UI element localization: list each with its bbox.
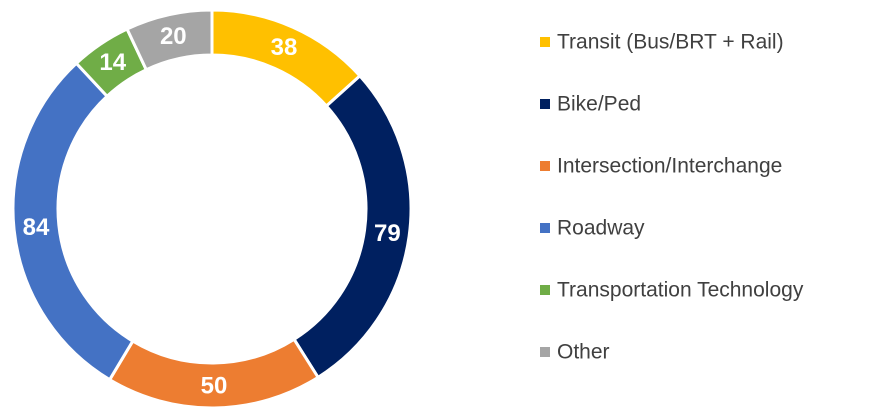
legend-swatch bbox=[540, 347, 550, 357]
legend-swatch bbox=[540, 37, 550, 47]
legend-swatch bbox=[540, 285, 550, 295]
legend-label: Other bbox=[557, 341, 610, 364]
data-label: 14 bbox=[99, 49, 126, 76]
data-label: 84 bbox=[23, 214, 50, 241]
legend-swatch bbox=[540, 161, 550, 171]
legend-label: Transportation Technology bbox=[557, 279, 804, 302]
legend-label: Bike/Ped bbox=[557, 93, 641, 116]
data-label: 38 bbox=[271, 34, 298, 61]
legend-label: Roadway bbox=[557, 217, 645, 240]
donut-segment bbox=[125, 8, 214, 72]
data-label: 50 bbox=[201, 372, 228, 399]
data-label: 20 bbox=[160, 23, 187, 50]
legend-label: Transit (Bus/BRT + Rail) bbox=[557, 31, 784, 54]
data-label: 79 bbox=[374, 220, 401, 247]
legend-label: Intersection/Interchange bbox=[557, 155, 782, 178]
legend-swatch bbox=[540, 223, 550, 233]
legend-swatch bbox=[540, 99, 550, 109]
